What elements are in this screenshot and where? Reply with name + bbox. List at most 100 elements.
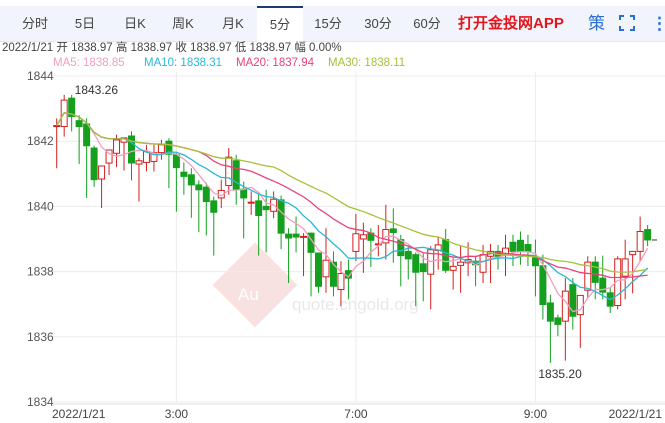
y-tick-label: 1836 bbox=[27, 330, 54, 344]
candle-body bbox=[262, 205, 270, 211]
ma30-legend: MA30: 1838.11 bbox=[328, 57, 406, 69]
ma-line-20 bbox=[56, 112, 648, 279]
candle-body bbox=[150, 152, 158, 162]
candle-body bbox=[157, 144, 165, 154]
open-app-link[interactable]: 打开金投网APP bbox=[458, 15, 564, 32]
candle-body bbox=[352, 233, 360, 252]
candle-body bbox=[539, 265, 547, 306]
candle-body bbox=[247, 201, 255, 204]
svg-text:quote.cngold.org: quote.cngold.org bbox=[292, 295, 419, 314]
candle-body bbox=[60, 99, 68, 128]
period-tabs: 分时 5日 日K 周K 月K 5分 15分 30分 60分 bbox=[0, 6, 665, 42]
candle-body bbox=[315, 252, 322, 287]
tab-5[interactable]: 5分 bbox=[257, 6, 303, 42]
tab-2[interactable]: 日K bbox=[124, 16, 146, 31]
x-tick-label: 2022/1/21 bbox=[52, 407, 106, 421]
candle-body bbox=[142, 151, 150, 163]
open-label: 开 bbox=[56, 42, 68, 54]
candle-body bbox=[98, 165, 106, 180]
ma5-legend: MA5: 1838.85 bbox=[53, 57, 125, 69]
tab-7[interactable]: 30分 bbox=[364, 16, 392, 31]
candle-body bbox=[502, 247, 509, 256]
candle-body bbox=[359, 234, 367, 240]
close-label: 收 bbox=[175, 42, 187, 54]
x-tick-label: 2022/1/21 bbox=[609, 407, 663, 421]
candle-body bbox=[479, 254, 487, 273]
candle-body bbox=[621, 258, 629, 277]
candle-body bbox=[329, 261, 337, 287]
y-tick-label: 1842 bbox=[27, 134, 54, 148]
candle-body bbox=[434, 244, 442, 251]
candle-body bbox=[509, 241, 517, 252]
candle-body bbox=[487, 250, 495, 257]
candle-body bbox=[516, 239, 524, 252]
tab-4[interactable]: 月K bbox=[222, 16, 244, 31]
candle-body bbox=[397, 239, 405, 257]
candle-body bbox=[614, 258, 622, 307]
annotation-high: 1843.26 bbox=[75, 83, 119, 97]
candle-body bbox=[442, 239, 450, 271]
candle-body bbox=[606, 292, 614, 307]
candle-body bbox=[75, 120, 83, 128]
candle-body bbox=[464, 259, 472, 264]
candle-body bbox=[187, 174, 195, 186]
y-tick-label: 1844 bbox=[27, 69, 54, 83]
candle-body bbox=[165, 140, 173, 155]
ma-line-5 bbox=[56, 112, 649, 313]
candle-body bbox=[546, 302, 554, 322]
watermark-logo: Au quote.cngold.org bbox=[212, 242, 419, 328]
candle-body bbox=[561, 290, 569, 322]
svg-text:Au: Au bbox=[238, 285, 259, 304]
candle-body bbox=[337, 273, 345, 291]
annotation-low: 1835.20 bbox=[538, 367, 582, 381]
tab-8[interactable]: 60分 bbox=[413, 16, 441, 31]
candle-body bbox=[599, 277, 607, 293]
candle-body bbox=[382, 229, 390, 244]
candle-body bbox=[389, 228, 397, 233]
info-date: 2022/1/21 bbox=[2, 42, 54, 54]
candle-body bbox=[180, 171, 188, 177]
candle-body bbox=[427, 249, 435, 275]
candle-body bbox=[412, 254, 420, 273]
candle-body bbox=[240, 188, 248, 199]
candle-body bbox=[569, 284, 577, 317]
candle-body bbox=[644, 229, 652, 241]
close-value: 1838.97 bbox=[190, 42, 232, 54]
tab-6[interactable]: 15分 bbox=[314, 16, 342, 31]
candle-body bbox=[90, 147, 98, 181]
candle-body bbox=[232, 160, 240, 190]
candle-body bbox=[202, 186, 210, 203]
candle-body bbox=[195, 184, 203, 191]
x-tick-label: 7:00 bbox=[344, 407, 368, 421]
tab-1[interactable]: 5日 bbox=[74, 16, 96, 31]
candle-body bbox=[524, 244, 532, 252]
tab-3[interactable]: 周K bbox=[172, 16, 194, 31]
ma-line-30 bbox=[56, 112, 648, 273]
candle-body bbox=[277, 199, 285, 234]
fullscreen-icon[interactable] bbox=[619, 15, 635, 31]
candle-body bbox=[135, 160, 143, 165]
candle-body bbox=[636, 231, 644, 252]
candle-body bbox=[113, 139, 121, 154]
amp-value: 0.00% bbox=[309, 42, 342, 54]
amp-label: 幅 bbox=[294, 42, 306, 54]
more-menu-icon[interactable]: ⋮ bbox=[651, 14, 665, 33]
candle-body bbox=[322, 259, 330, 278]
candle-body bbox=[629, 250, 637, 256]
candle-body bbox=[172, 154, 180, 169]
candle-body bbox=[404, 250, 412, 260]
candle-body bbox=[105, 149, 113, 164]
candle-body bbox=[576, 294, 584, 316]
candle-body bbox=[210, 200, 218, 213]
high-label: 高 bbox=[115, 42, 128, 54]
candle-body bbox=[472, 260, 480, 266]
candle-body bbox=[217, 189, 225, 199]
candle-body bbox=[457, 261, 465, 266]
tab-0[interactable]: 分时 bbox=[21, 16, 49, 31]
candle-body bbox=[344, 270, 352, 279]
x-tick-label: 9:00 bbox=[524, 407, 548, 421]
strategy-button[interactable]: 策 bbox=[588, 14, 605, 33]
candle-body bbox=[255, 200, 263, 217]
candle-body bbox=[494, 250, 502, 257]
candle-body bbox=[554, 317, 562, 325]
